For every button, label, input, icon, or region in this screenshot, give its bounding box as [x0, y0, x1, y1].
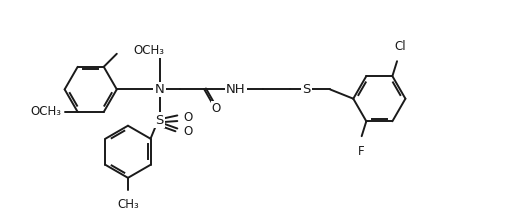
Text: N: N: [155, 83, 164, 96]
Text: S: S: [155, 114, 164, 127]
Text: O: O: [184, 125, 193, 138]
Text: O: O: [212, 102, 221, 115]
Text: NH: NH: [226, 83, 246, 96]
Text: O: O: [184, 111, 193, 124]
Text: F: F: [359, 145, 365, 158]
Text: S: S: [302, 83, 311, 96]
Text: OCH₃: OCH₃: [31, 106, 62, 118]
Text: OCH₃: OCH₃: [133, 43, 164, 57]
Text: CH₃: CH₃: [117, 198, 139, 211]
Text: Cl: Cl: [394, 40, 406, 53]
